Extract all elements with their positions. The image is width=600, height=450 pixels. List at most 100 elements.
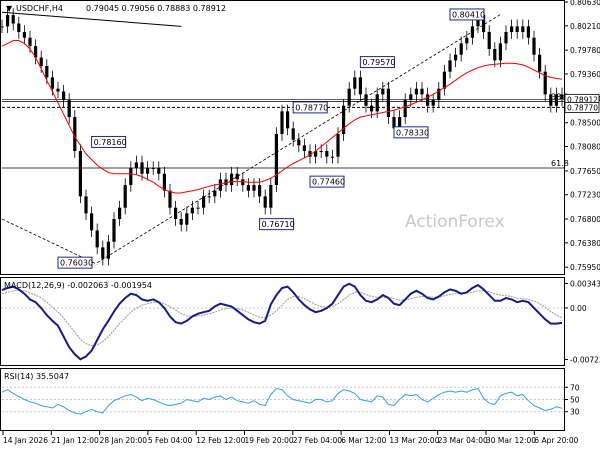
rsi-header: RSI(14) 35.5047 — [4, 372, 69, 381]
price-tick-label: 0.78500 — [570, 119, 600, 128]
horizontal-levels: 38.2 61.8 — [2, 92, 569, 169]
candle-body — [353, 77, 357, 89]
time-tick-label: 6 Apr 20:00 — [534, 436, 578, 445]
annotation-box — [259, 218, 295, 231]
candle-body — [459, 43, 463, 55]
candle-body — [118, 207, 122, 220]
time-tick-label: 6 Mar 12:00 — [341, 436, 387, 445]
candle-body — [252, 185, 256, 191]
annotation-box — [292, 101, 328, 114]
candle-body — [409, 94, 413, 101]
candle-body — [151, 168, 155, 170]
price-tick-label: 0.77650 — [570, 167, 600, 176]
header-arrow-icon: ▼ — [6, 4, 13, 13]
candle-body — [241, 179, 245, 186]
candle-body — [190, 207, 194, 214]
price-tick-label: 0.79780 — [570, 46, 600, 55]
candle-body — [414, 88, 418, 95]
candle-body — [45, 66, 49, 78]
time-tick-label: 12 Feb 12:00 — [196, 436, 245, 445]
time-tick-label: 23 Mar 04:00 — [438, 436, 488, 445]
candle-body — [258, 185, 262, 197]
candle-body — [342, 105, 346, 135]
candle-body — [157, 168, 161, 174]
candle-body — [84, 196, 88, 214]
macd-header: MACD(12,26,9) -0.002063 -0.001954 — [4, 281, 152, 290]
candle-body — [392, 117, 396, 129]
macd-tick-label: -0.007223 — [570, 355, 600, 364]
candle-body — [235, 173, 239, 180]
candle-body — [218, 179, 222, 191]
candle-body — [442, 71, 446, 89]
candle-body — [515, 26, 519, 33]
time-axis: 14 Jan 2026 21 Jan 12:00 28 Jan 20:00 5 Feb… — [2, 431, 579, 445]
candle-body — [123, 185, 127, 208]
rsi-tick-label: 70 — [570, 383, 580, 392]
candle-body — [521, 26, 525, 33]
candle-body — [101, 247, 105, 259]
candle-body — [11, 15, 15, 24]
rsi-line — [1, 387, 563, 415]
candle-body — [386, 88, 390, 118]
candle-body — [426, 94, 430, 106]
price-tick-label: 0.78080 — [570, 143, 600, 152]
candle-body — [0, 26, 4, 28]
candle-body — [510, 26, 514, 33]
annotation-box — [309, 175, 345, 188]
symbol-header: USDCHF,H4 — [16, 4, 63, 13]
fib-label: 61.8 — [551, 159, 569, 168]
price-tick-label: 0.79360 — [570, 70, 600, 79]
macd-axis-ticks: 0.003432 0.00 -0.007223 — [564, 279, 600, 364]
price-candles — [0, 8, 564, 266]
time-tick-label: 30 Mar 12:00 — [486, 436, 536, 445]
candle-body — [34, 46, 38, 58]
price-annotations: 0.80410 0.79570 0.78770 0.78330 0.78160 0.774… — [57, 8, 485, 269]
candle-body — [538, 54, 542, 72]
candle-body — [482, 15, 486, 33]
candle-body — [246, 185, 250, 191]
candle-body — [465, 37, 469, 44]
candle-body — [67, 100, 71, 118]
price-badge-label: 0.78912 — [567, 95, 598, 104]
annotation-label: 0.79570 — [362, 58, 395, 67]
candle-body — [286, 111, 290, 129]
time-tick-label: 27 Feb 04:00 — [293, 436, 342, 445]
candle-body — [347, 88, 351, 106]
watermark: ActionForex — [405, 212, 505, 232]
candle-body — [336, 134, 340, 157]
candle-body — [543, 71, 547, 95]
candle-body — [263, 196, 267, 208]
candle-body — [291, 128, 295, 140]
candle-body — [17, 23, 21, 33]
candle-body — [370, 105, 374, 112]
candle-body — [319, 151, 323, 153]
price-panel-frame — [0, 0, 565, 275]
annotation-label: 0.76710 — [262, 220, 295, 229]
rsi-axis-ticks: 70 50 30 — [2, 383, 580, 417]
candle-body — [39, 57, 43, 67]
candle-body — [549, 94, 553, 106]
candle-body — [308, 151, 312, 157]
candle-body — [224, 179, 228, 186]
candle-body — [162, 173, 166, 191]
macd-main-line — [1, 282, 563, 361]
annotation-box — [393, 126, 429, 139]
candle-body — [28, 37, 32, 47]
annotation-label: 0.80410 — [452, 10, 485, 19]
candle-body — [129, 168, 133, 186]
candle-body — [302, 145, 306, 152]
candle-body — [78, 151, 82, 197]
time-tick-label: 13 Mar 20:00 — [389, 436, 439, 445]
candle-body — [375, 94, 379, 112]
price-tick-label: 0.80630 — [570, 0, 600, 7]
candle-body — [146, 168, 150, 174]
candle-body — [185, 213, 189, 225]
time-tick-label: 14 Jan 2026 — [3, 436, 48, 445]
candle-body — [470, 26, 474, 38]
rsi-tick-label: 30 — [570, 408, 580, 417]
candle-body — [230, 173, 234, 186]
candle-body — [207, 196, 211, 198]
candle-body — [112, 219, 116, 242]
